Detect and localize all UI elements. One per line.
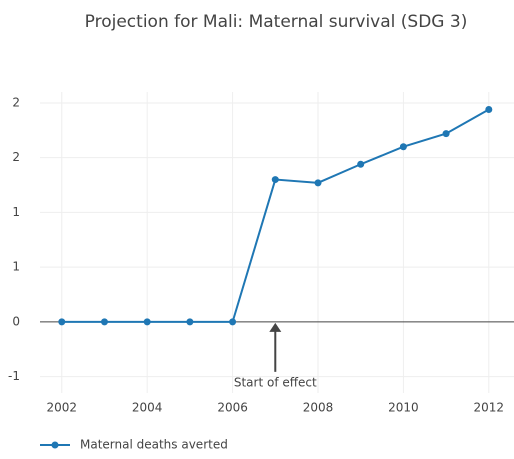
line	[61, 108, 490, 323]
point	[399, 143, 407, 151]
y-tick-label: 1	[12, 260, 20, 274]
x-tick-label: 2010	[388, 401, 419, 415]
chart-title: Projection for Mali: Maternal survival (…	[85, 12, 468, 32]
point	[58, 318, 66, 326]
y-tick-label: 0	[12, 314, 20, 328]
y-tick-label: -1	[8, 369, 20, 383]
point	[485, 106, 493, 114]
point	[229, 318, 237, 326]
y-tick-label: 2	[12, 95, 20, 109]
annotation-arrowhead	[269, 322, 282, 332]
annotation-text: Start of effect	[234, 375, 317, 389]
point	[314, 179, 322, 187]
point	[442, 130, 450, 138]
point	[186, 318, 194, 326]
y-tick-label: 1	[12, 205, 20, 219]
x-tick-label: 2002	[47, 401, 78, 415]
legend-label: Maternal deaths averted	[80, 438, 228, 452]
legend-marker	[51, 441, 59, 449]
point	[271, 176, 279, 184]
x-tick-label: 2006	[217, 401, 248, 415]
x-tick-label: 2008	[303, 401, 334, 415]
y-tick-label: 2	[12, 150, 20, 164]
point	[100, 318, 108, 326]
x-tick-label: 2012	[474, 401, 505, 415]
point	[143, 318, 151, 326]
x-tick-label: 2004	[132, 401, 163, 415]
point	[357, 160, 365, 168]
